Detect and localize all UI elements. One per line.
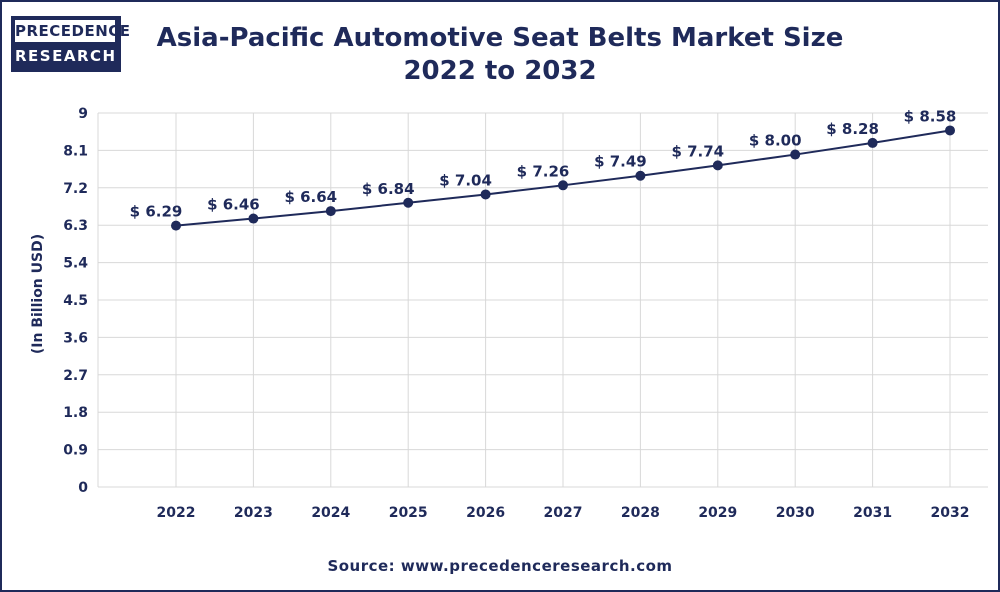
y-tick-label: 3.6 bbox=[63, 330, 88, 346]
x-tick-label: 2024 bbox=[311, 505, 350, 521]
data-label: $ 7.04 bbox=[439, 171, 492, 189]
source-note: Source: www.precedenceresearch.com bbox=[327, 557, 673, 575]
data-label: $ 6.64 bbox=[284, 188, 337, 206]
data-label: $ 7.49 bbox=[594, 153, 647, 171]
data-point bbox=[403, 197, 414, 208]
x-tick-label: 2023 bbox=[234, 505, 273, 521]
data-point bbox=[635, 170, 646, 181]
data-point bbox=[712, 160, 723, 171]
y-tick-label: 6.3 bbox=[63, 218, 88, 234]
y-tick-label: 4.5 bbox=[63, 293, 88, 309]
chart-title-line-1: Asia-Pacific Automotive Seat Belts Marke… bbox=[156, 23, 844, 53]
y-tick-label: 1.8 bbox=[63, 405, 88, 421]
data-label: $ 6.84 bbox=[362, 180, 415, 198]
logo-line-2: RESEARCH bbox=[15, 47, 117, 65]
data-point bbox=[325, 206, 336, 217]
y-tick-label: 7.2 bbox=[63, 181, 88, 197]
x-tick-label: 2032 bbox=[931, 505, 970, 521]
data-point bbox=[480, 189, 491, 200]
y-tick-label: 5.4 bbox=[63, 256, 88, 272]
x-tick-label: 2026 bbox=[466, 505, 505, 521]
company-logo: PRECEDENCE RESEARCH bbox=[11, 16, 131, 72]
data-label: $ 6.29 bbox=[130, 203, 183, 221]
data-label: $ 7.74 bbox=[671, 142, 724, 160]
data-point bbox=[790, 149, 801, 160]
data-label: $ 7.26 bbox=[517, 162, 570, 180]
y-tick-label: 8.1 bbox=[63, 143, 88, 159]
chart-title: Asia-Pacific Automotive Seat Belts Marke… bbox=[150, 22, 850, 88]
y-tick-label: 0 bbox=[78, 480, 88, 496]
data-label: $ 8.58 bbox=[904, 107, 957, 125]
x-tick-label: 2030 bbox=[776, 505, 815, 521]
chart-title-line-2: 2022 to 2032 bbox=[403, 56, 597, 86]
data-point bbox=[867, 137, 878, 148]
data-label: $ 8.00 bbox=[749, 132, 802, 150]
x-tick-label: 2022 bbox=[157, 505, 196, 521]
y-tick-label: 0.9 bbox=[63, 443, 88, 459]
data-point bbox=[248, 213, 259, 224]
data-point bbox=[945, 125, 955, 136]
y-tick-label: 2.7 bbox=[63, 368, 88, 384]
x-tick-label: 2031 bbox=[853, 505, 892, 521]
x-tick-label: 2025 bbox=[389, 505, 428, 521]
x-tick-label: 2028 bbox=[621, 505, 660, 521]
data-label: $ 6.46 bbox=[207, 196, 260, 214]
data-label: $ 8.28 bbox=[826, 120, 879, 138]
data-point bbox=[558, 180, 568, 191]
x-tick-label: 2027 bbox=[544, 505, 583, 521]
x-tick-label: 2029 bbox=[698, 505, 737, 521]
data-point bbox=[171, 220, 181, 231]
y-tick-label: 9 bbox=[78, 106, 88, 122]
logo-line-1: PRECEDENCE bbox=[15, 20, 131, 42]
